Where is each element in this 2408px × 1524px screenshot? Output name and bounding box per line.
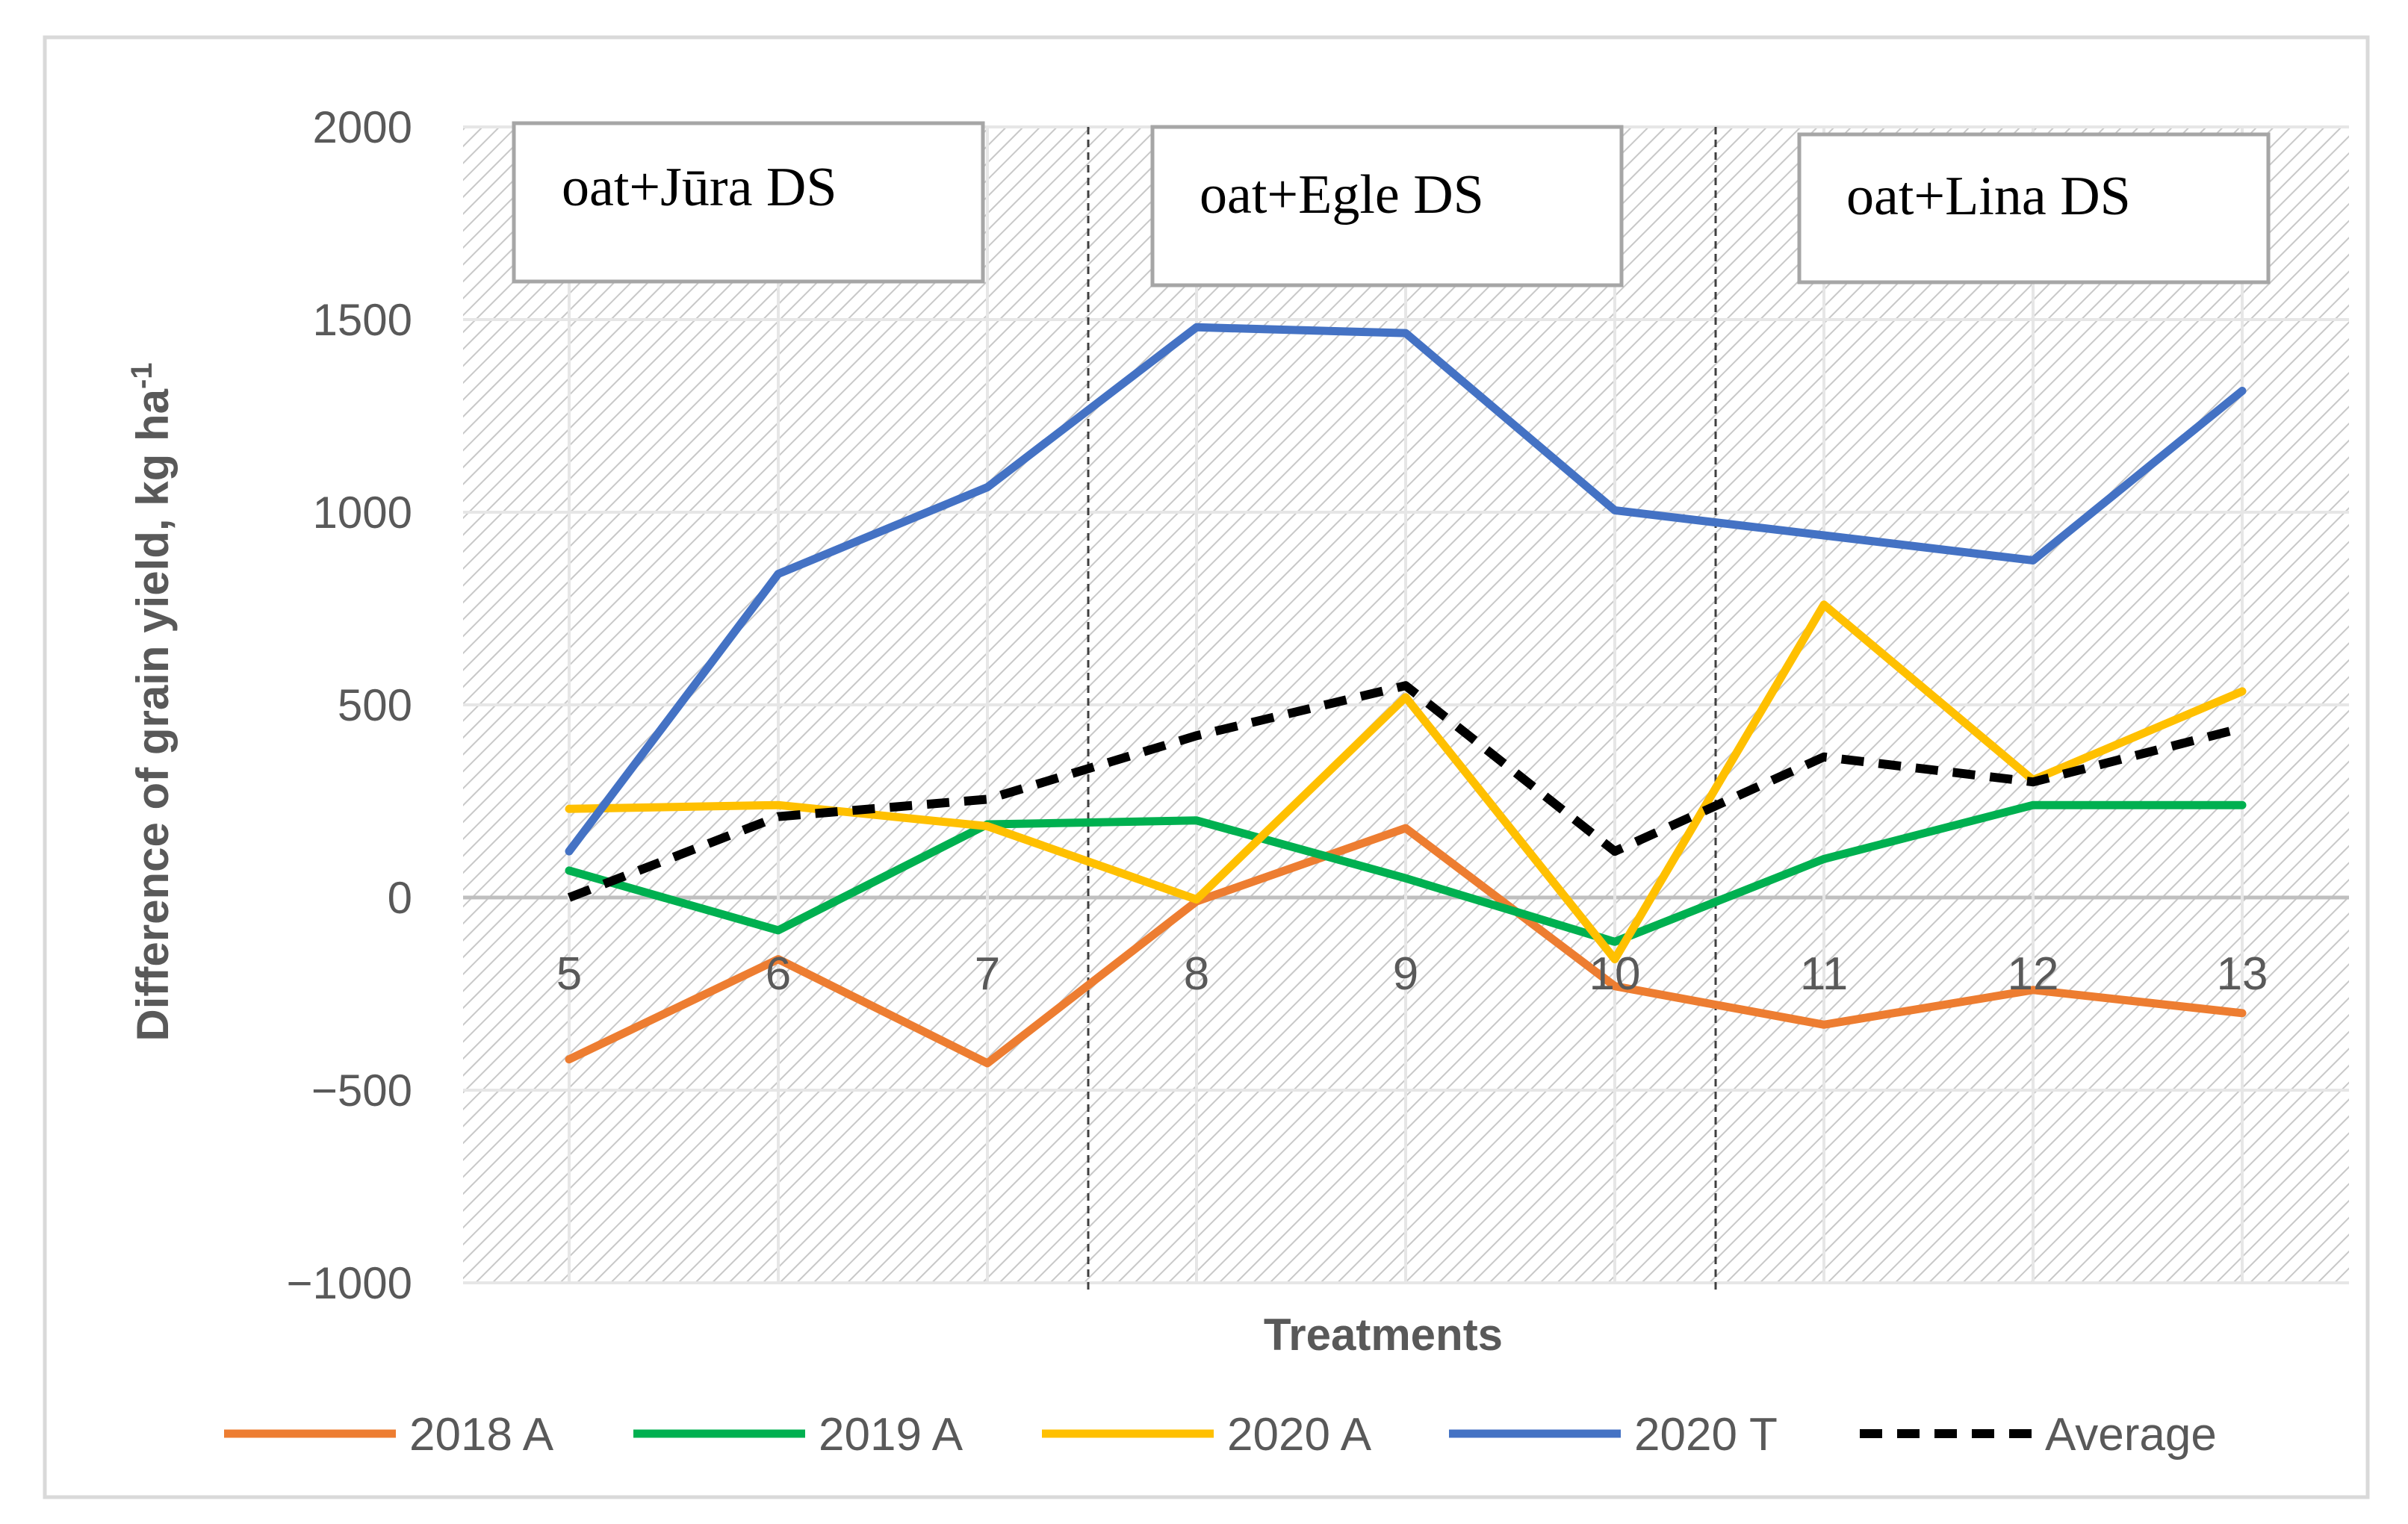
series-line-2018-a	[565, 824, 2247, 1068]
series-line-2020-a	[565, 600, 2247, 964]
series-lines	[565, 323, 2247, 1068]
y-tick-label: 1000	[313, 488, 412, 538]
gridlines	[463, 125, 2349, 1284]
y-tick-label: 0	[388, 873, 412, 923]
y-axis-title-text: Difference of grain yield, kg ha	[128, 388, 178, 1041]
x-category-label: 13	[2217, 948, 2268, 1000]
group-box-lina: oat+Lina DS	[1797, 132, 2271, 284]
group-label-egle: oat+Egle DS	[1200, 164, 1484, 226]
series-line-average	[567, 681, 2244, 902]
group-label-lina: oat+Lina DS	[1846, 166, 2131, 227]
y-tick-label: 500	[338, 680, 412, 730]
group-label-jura: oat+Jūra DS	[562, 157, 837, 218]
series-line-2019-a	[565, 800, 2247, 946]
y-tick-label: −500	[311, 1066, 412, 1116]
x-category-label: 11	[1800, 948, 1848, 1000]
x-category-label: 7	[975, 948, 1000, 1000]
legend-label: 2020 A	[1227, 1409, 1372, 1461]
x-category-label: 10	[1589, 948, 1641, 1000]
x-category-label: 9	[1393, 948, 1418, 1000]
y-axis-title: Difference of grain yield, kg ha-1	[125, 362, 178, 1041]
legend-label: 2020 T	[1634, 1409, 1778, 1461]
x-category-label: 8	[1184, 948, 1209, 1000]
legend-label: 2018 A	[409, 1409, 554, 1461]
group-box-egle: oat+Egle DS	[1150, 125, 1624, 287]
legend: 2018 A 2019 A 2020 A 2020 T Average	[224, 1409, 2217, 1461]
x-axis-categories: 5 6 7 8 9 10 11 12 13	[556, 948, 2268, 1000]
x-category-label: 6	[766, 948, 791, 1000]
y-tick-label: −1000	[286, 1258, 412, 1308]
series-line-2020-t	[565, 323, 2247, 856]
y-axis-ticks: 2000 1500 1000 500 0 −500 −1000	[286, 102, 412, 1308]
legend-label: Average	[2045, 1409, 2217, 1461]
x-axis-title: Treatments	[1264, 1310, 1503, 1360]
x-category-label: 12	[2008, 948, 2059, 1000]
group-box-jura: oat+Jūra DS	[512, 121, 985, 284]
legend-label: 2019 A	[819, 1409, 963, 1461]
group-dividers	[1087, 127, 1717, 1290]
x-category-label: 5	[556, 948, 582, 1000]
y-tick-label: 2000	[313, 102, 412, 152]
y-tick-label: 1500	[313, 295, 412, 345]
y-axis-title-superscript: -1	[125, 362, 158, 389]
